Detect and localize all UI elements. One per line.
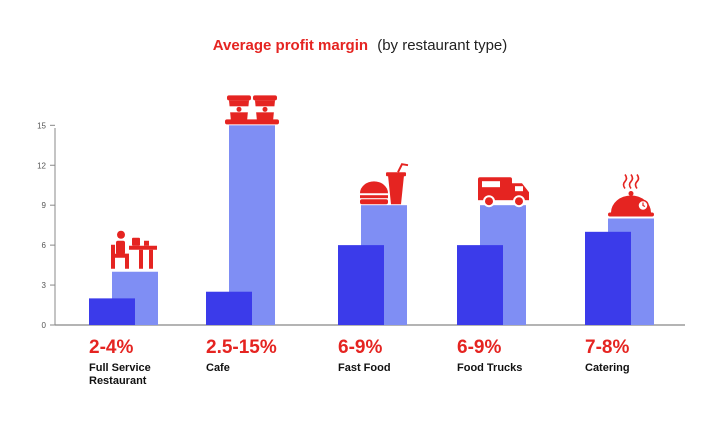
- bar-min-margin: [206, 291, 252, 325]
- y-tick-label: 3: [42, 281, 47, 290]
- y-tick-label: 0: [42, 321, 47, 330]
- range-label: 2-4%: [89, 337, 133, 358]
- range-label: 6-9%: [457, 337, 501, 358]
- y-tick-label: 12: [37, 161, 46, 170]
- range-label: 6-9%: [338, 337, 382, 358]
- category-label: Catering: [585, 362, 630, 374]
- y-tick-label: 6: [42, 241, 47, 250]
- cloche-icon: [608, 174, 654, 217]
- chart-subtitle: (by restaurant type): [377, 37, 507, 54]
- chart-title: Average profit margin (by restaurant typ…: [213, 37, 508, 54]
- category-label: Cafe: [206, 362, 230, 374]
- food-truck-icon: [478, 177, 529, 208]
- icons-layer: [111, 95, 654, 269]
- range-label: 2.5-15%: [206, 337, 277, 358]
- category-label: Fast Food: [338, 362, 391, 374]
- range-label: 7-8%: [585, 337, 629, 358]
- y-tick-label: 15: [37, 121, 46, 130]
- y-axis-ticks: 0 3 6 9 12 15: [37, 121, 55, 330]
- category-label: Restaurant: [89, 375, 147, 387]
- coffee-cups-icon: [225, 95, 279, 125]
- restaurant-table-icon: [111, 230, 157, 269]
- category-label: Food Trucks: [457, 362, 522, 374]
- bar-min-margin: [338, 245, 384, 325]
- chart-title-main: Average profit margin: [213, 37, 368, 54]
- bar-min-margin: [585, 231, 631, 325]
- category-label: Full Service: [89, 362, 151, 374]
- bar-min-margin: [89, 298, 135, 325]
- bars-layer: [89, 125, 654, 325]
- y-tick-label: 9: [42, 201, 47, 210]
- bar-min-margin: [457, 245, 503, 325]
- burger-drink-icon: [360, 163, 409, 205]
